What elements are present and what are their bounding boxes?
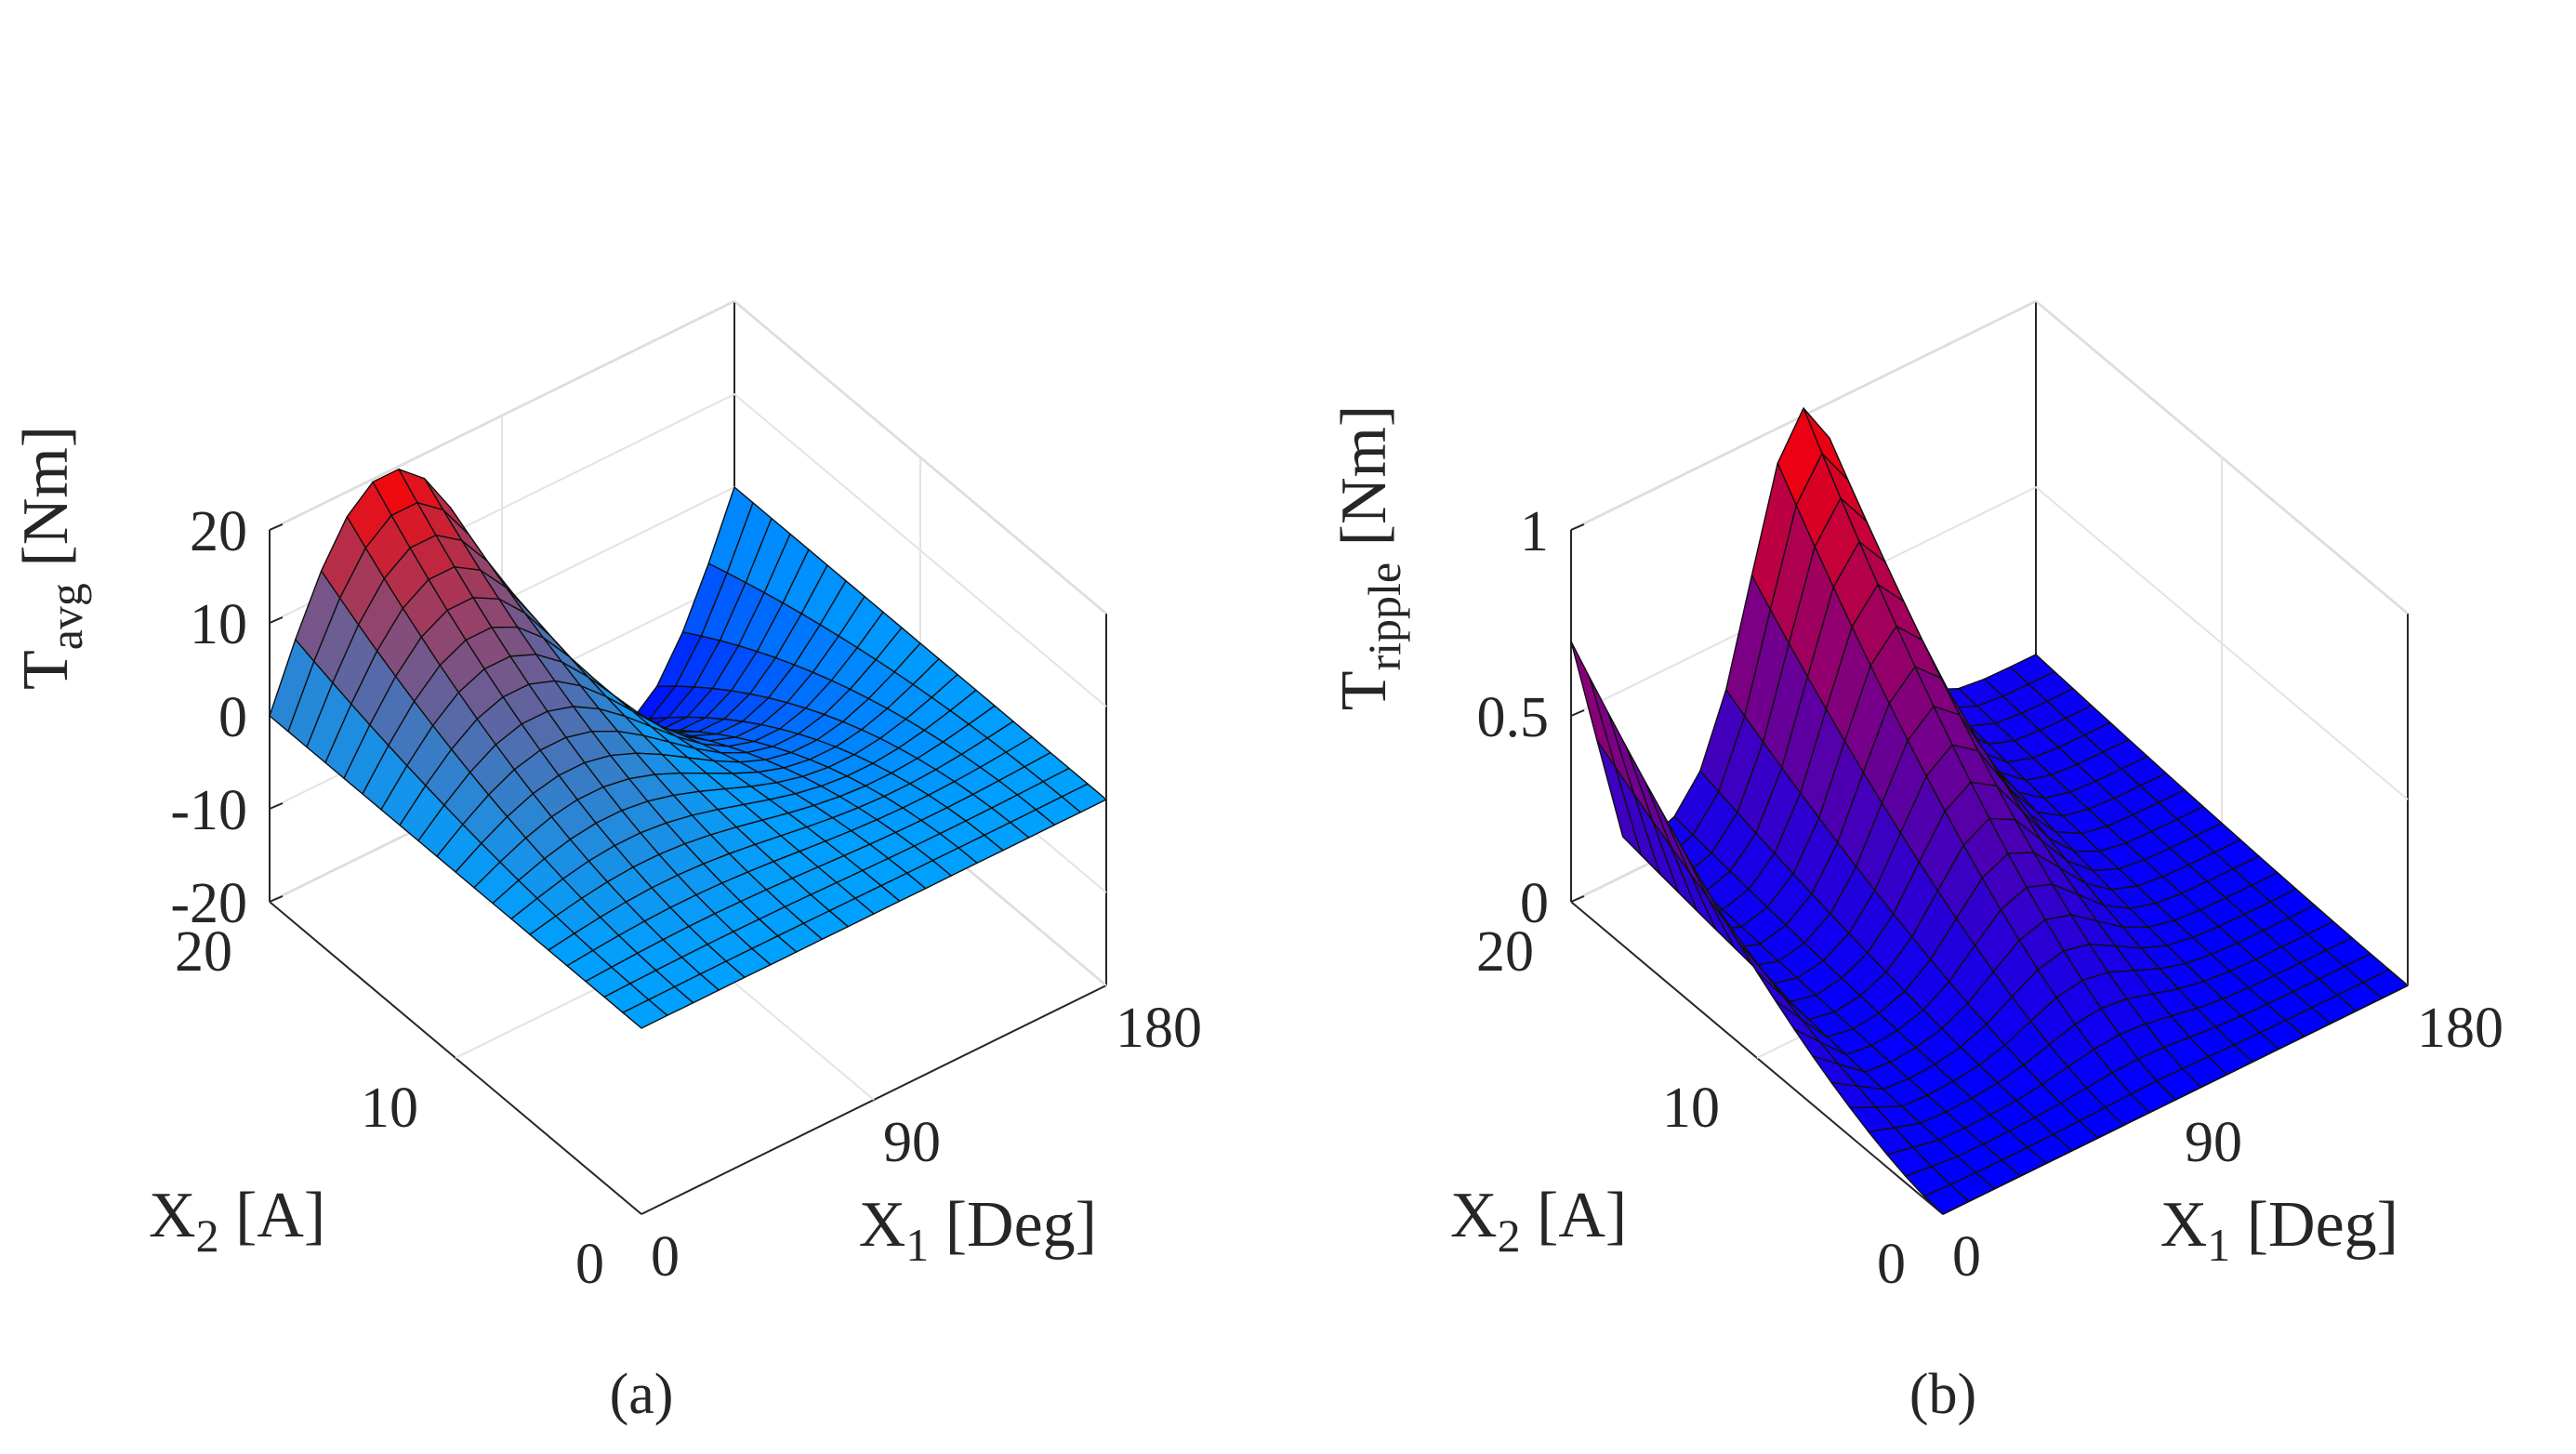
z-tick-label: 0.5 bbox=[1477, 686, 1550, 749]
x2-tick-label: 20 bbox=[1476, 920, 1534, 984]
x1-axis-label: X1 [Deg] bbox=[2160, 1189, 2398, 1271]
z-tick-label: 20 bbox=[190, 500, 247, 563]
z-gridline bbox=[1570, 485, 2409, 800]
z-tick-label: -20 bbox=[170, 872, 247, 935]
z-gridline bbox=[269, 299, 1107, 615]
surface-mesh bbox=[1570, 407, 2409, 1215]
panel-caption: (b) bbox=[1909, 1363, 1976, 1426]
z-tick-label: -10 bbox=[170, 779, 247, 842]
x1-axis-label: X1 [Deg] bbox=[859, 1189, 1097, 1271]
z-tick bbox=[269, 523, 284, 531]
x2-tick-label: 10 bbox=[1662, 1077, 1720, 1140]
x1-tick-label: 0 bbox=[651, 1225, 680, 1289]
chart-panel-a: -20 -10 0 10 20 0 90 180 0 10 20 Tavg [Nm] X1 [Deg] X… bbox=[10, 299, 1202, 1426]
x1-tick-label: 90 bbox=[2185, 1111, 2242, 1174]
z-axis-label: Tripple [Nm] bbox=[1328, 405, 1410, 711]
panel-caption: (a) bbox=[610, 1363, 674, 1426]
x2-axis-label: X2 [A] bbox=[149, 1180, 325, 1262]
z-tick bbox=[1570, 523, 1585, 531]
z-axis-label: Tavg [Nm] bbox=[10, 426, 92, 690]
x1-tick-label: 180 bbox=[2417, 997, 2503, 1060]
surface-patch bbox=[1570, 641, 1617, 769]
z-tick bbox=[269, 895, 284, 903]
z-tick bbox=[1570, 895, 1585, 903]
axis-labels: Tavg [Nm] X1 [Deg] X2 [A] bbox=[10, 426, 1097, 1271]
x2-tick-label: 0 bbox=[1877, 1233, 1906, 1296]
axis-labels: Tripple [Nm] X1 [Deg] X2 [A] bbox=[1328, 405, 2398, 1271]
surface-mesh bbox=[269, 469, 1107, 1029]
z-tick-label: 1 bbox=[1520, 500, 1549, 563]
z-tick-label: 10 bbox=[190, 593, 247, 656]
z-tick-label: 0 bbox=[218, 686, 247, 749]
x2-tick-label: 10 bbox=[361, 1077, 418, 1140]
tick-labels: -20 -10 0 10 20 0 90 180 0 10 20 bbox=[170, 500, 1202, 1296]
z-tick bbox=[269, 802, 284, 810]
z-tick bbox=[1570, 709, 1585, 717]
x2-axis-label: X2 [A] bbox=[1450, 1180, 1627, 1262]
z-gridline bbox=[1570, 299, 2409, 615]
x1-tick-label: 90 bbox=[883, 1111, 941, 1174]
x1-tick-label: 180 bbox=[1116, 997, 1202, 1060]
surface-patch bbox=[622, 998, 668, 1029]
z-tick-label: 0 bbox=[1520, 872, 1549, 935]
x2-tick-label: 0 bbox=[575, 1233, 604, 1296]
x1-tick-label: 0 bbox=[1952, 1225, 1981, 1289]
x2-tick-label: 20 bbox=[175, 920, 232, 984]
surface-patch bbox=[1923, 1183, 1970, 1215]
z-tick bbox=[269, 616, 284, 624]
